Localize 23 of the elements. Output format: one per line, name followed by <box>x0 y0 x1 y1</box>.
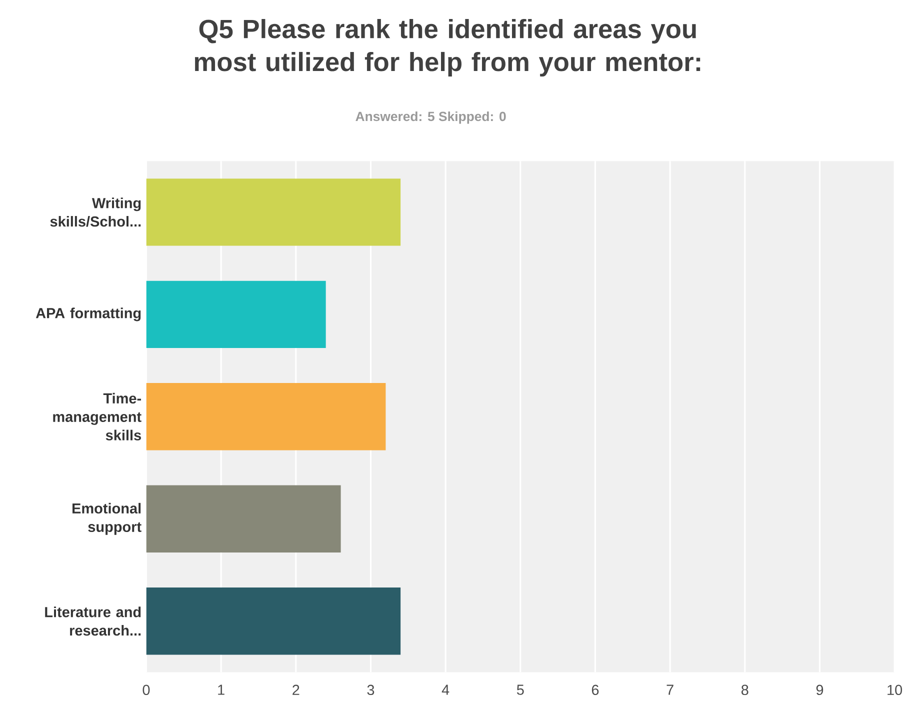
y-tick-label: Time-management skills <box>53 392 142 440</box>
bar <box>146 587 401 654</box>
x-tick-label: 3 <box>367 684 374 695</box>
bar <box>146 280 326 348</box>
y-tick-label: Writing skills/Schol... <box>50 197 141 227</box>
y-tick-label: Emotional support <box>72 502 142 535</box>
y-tick-label: APA formatting <box>36 307 141 321</box>
x-tick-label: 6 <box>592 684 599 695</box>
bar <box>146 178 401 246</box>
x-tick-label: 7 <box>666 684 674 695</box>
x-tick-label: 10 <box>888 684 902 695</box>
x-tick-label: 9 <box>816 684 824 695</box>
x-tick-label: 4 <box>442 684 450 695</box>
chart-title: Q5 Please rank the identified areas you most utilized for help from your mentor: <box>194 18 700 76</box>
x-tick-label: 5 <box>516 684 524 695</box>
chart-subtitle: Answered: 5 Skipped: 0 <box>356 111 506 124</box>
x-tick-label: 1 <box>218 684 224 695</box>
bar <box>146 382 386 450</box>
bar <box>146 485 341 552</box>
x-tick-label: 8 <box>741 684 748 695</box>
y-tick-label: Literature and research... <box>45 606 141 636</box>
x-tick-label: 2 <box>292 684 300 695</box>
x-tick-label: 0 <box>142 684 150 695</box>
